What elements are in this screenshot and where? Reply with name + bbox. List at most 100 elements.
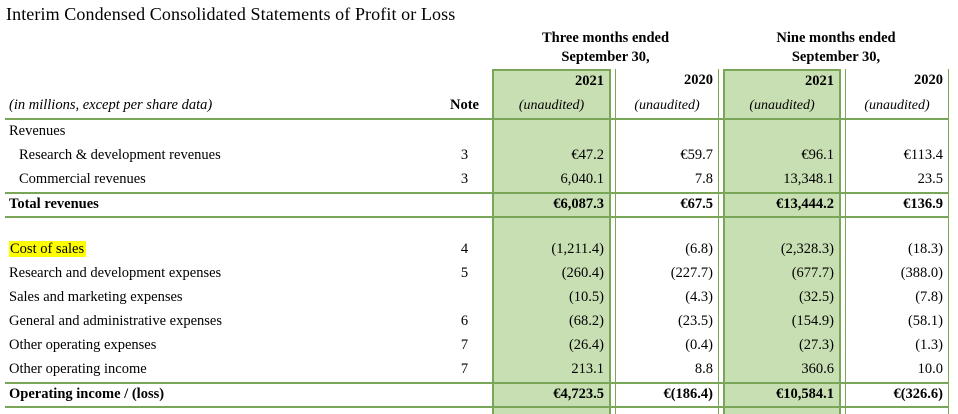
value-cell <box>723 119 841 144</box>
value-cell <box>492 217 611 238</box>
row-label: Research and development expenses <box>9 265 222 282</box>
period-line2: September 30, <box>791 48 881 65</box>
table-row: Cost of sales 4 (1,211.4) (6.8) (2,328.3) (18… <box>5 237 949 262</box>
value-cell <box>615 217 719 238</box>
row-label: Cost of sales <box>5 238 437 262</box>
value-cell: (27.3) <box>723 333 841 358</box>
value-cell <box>492 407 611 414</box>
note-column-header: Note <box>437 92 492 120</box>
row-label: Other operating income <box>9 361 147 378</box>
year-column-header: 2021 <box>723 68 841 92</box>
period-header-nine-months: Nine months ended September 30, <box>723 29 949 69</box>
table-row <box>5 217 949 238</box>
value-cell: €(186.4) <box>615 381 719 408</box>
table-row: Total revenues €6,087.3 €67.5 €13,444.2 €136… <box>5 191 949 218</box>
value-cell: (6.8) <box>615 237 719 262</box>
period-line1: Three months ended <box>541 30 670 46</box>
year-column-header: 2021 <box>492 68 611 92</box>
value-cell <box>845 407 949 414</box>
unaudited-label: (unaudited) <box>723 91 841 120</box>
row-note: 4 <box>460 241 469 258</box>
table-row: Research & development revenues 3 €47.2 €59… <box>5 143 949 168</box>
statement-rows: Revenues Research & development revenues 3… <box>5 119 949 414</box>
value-cell: 13,348.1 <box>723 167 841 192</box>
value-cell <box>723 217 841 238</box>
value-cell: (1.3) <box>845 333 949 358</box>
value-cell: 7.8 <box>615 167 719 192</box>
row-label: General and administrative expenses <box>9 313 222 330</box>
spacer-cell <box>5 29 492 69</box>
row-note <box>437 408 492 414</box>
value-cell: €47.2 <box>492 143 611 168</box>
value-cell: (10.5) <box>492 285 611 310</box>
value-cell: (1,211.4) <box>492 237 611 262</box>
spacer-cell <box>719 92 723 120</box>
value-cell <box>615 119 719 144</box>
row-label: Sales and marketing expenses <box>9 289 183 306</box>
value-cell: (23.5) <box>615 309 719 334</box>
value-cell: 23.5 <box>845 167 949 192</box>
value-cell: 8.8 <box>615 357 719 382</box>
table-row <box>5 407 949 414</box>
row-label <box>5 408 437 414</box>
value-cell: €10,584.1 <box>723 381 841 408</box>
spacer-cell <box>841 191 845 218</box>
value-cell: €96.1 <box>723 143 841 168</box>
value-cell: 360.6 <box>723 357 841 382</box>
row-label: Operating income / (loss) <box>5 381 437 408</box>
value-cell: (7.8) <box>845 285 949 310</box>
spacer-cell <box>611 191 615 218</box>
value-cell <box>615 407 719 414</box>
column-header-row: (in millions, except per share data) Not… <box>5 91 949 120</box>
table-row: Operating income / (loss) €4,723.5 €(186.4… <box>5 381 949 408</box>
value-cell: (68.2) <box>492 309 611 334</box>
value-cell: 6,040.1 <box>492 167 611 192</box>
value-cell: (154.9) <box>723 309 841 334</box>
row-label: Revenues <box>9 123 66 140</box>
table-row: Commercial revenues 3 6,040.1 7.8 13,348.1 23… <box>5 167 949 192</box>
value-cell: (58.1) <box>845 309 949 334</box>
row-label: Total revenues <box>5 191 437 218</box>
value-cell: (260.4) <box>492 261 611 286</box>
row-label: Other operating expenses <box>9 337 157 354</box>
spacer-cell <box>5 69 492 92</box>
value-cell: (2,328.3) <box>723 237 841 262</box>
row-note: 3 <box>460 171 469 188</box>
value-cell: (26.4) <box>492 333 611 358</box>
page-title: Interim Condensed Consolidated Statement… <box>6 4 456 24</box>
unaudited-label: (unaudited) <box>845 91 949 120</box>
value-cell: €4,723.5 <box>492 381 611 408</box>
table-row: General and administrative expenses 6 (68.… <box>5 309 949 334</box>
row-note: 6 <box>460 313 469 330</box>
period-line2: September 30, <box>561 48 650 65</box>
value-cell: €13,444.2 <box>723 191 841 218</box>
value-cell: €59.7 <box>615 143 719 168</box>
table-row: Research and development expenses 5 (260.4… <box>5 261 949 286</box>
value-cell: (227.7) <box>615 261 719 286</box>
table-row: Other operating expenses 7 (26.4) (0.4) (27.… <box>5 333 949 358</box>
table-row: Other operating income 7 213.1 8.8 360.6 10.0 <box>5 357 949 382</box>
value-cell <box>845 119 949 144</box>
table-row: Sales and marketing expenses (10.5) (4.3) (… <box>5 285 949 310</box>
value-cell: (388.0) <box>845 261 949 286</box>
period-header-three-months: Three months ended September 30, <box>492 29 719 69</box>
value-cell: 10.0 <box>845 357 949 382</box>
year-column-header: 2020 <box>615 68 719 92</box>
row-note <box>437 286 492 310</box>
row-label <box>5 218 437 238</box>
value-cell: (4.3) <box>615 285 719 310</box>
spacer-cell <box>719 191 723 218</box>
value-cell: (0.4) <box>615 333 719 358</box>
row-note: 7 <box>460 361 469 378</box>
value-cell: (677.7) <box>723 261 841 286</box>
year-column-header: 2020 <box>845 68 949 92</box>
value-cell: €113.4 <box>845 143 949 168</box>
period-header-row: Three months ended September 30, Nine mo… <box>5 29 949 69</box>
value-cell <box>492 119 611 144</box>
row-note <box>437 120 492 144</box>
spacer-cell <box>611 92 615 120</box>
unaudited-label: (unaudited) <box>492 91 611 120</box>
highlighted-row-label: Cost of sales <box>9 241 87 258</box>
period-line1: Nine months ended <box>776 30 896 46</box>
value-cell: (18.3) <box>845 237 949 262</box>
